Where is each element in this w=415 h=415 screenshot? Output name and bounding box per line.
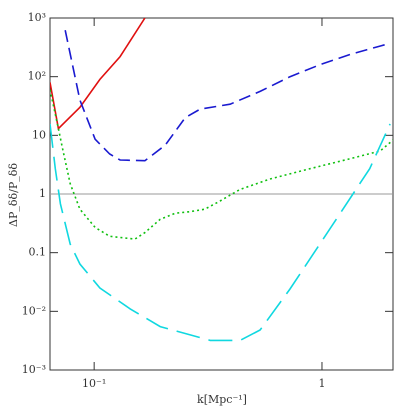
series-line xyxy=(64,30,391,162)
y-tick-label: 1 xyxy=(39,187,46,200)
series-line xyxy=(50,89,393,240)
y-tick-label: 10³ xyxy=(28,11,46,24)
y-tick-label: 10⁻² xyxy=(22,304,46,317)
x-axis-label: k[Mpc⁻¹] xyxy=(197,393,247,406)
y-tick-label: 0.1 xyxy=(29,246,47,259)
y-tick-label: 10⁻³ xyxy=(22,363,46,376)
y-tick-label: 10² xyxy=(28,70,46,83)
y-tick-label: 10 xyxy=(32,128,46,141)
series-line xyxy=(50,123,391,342)
x-tick-label: 10⁻¹ xyxy=(82,377,106,390)
y-axis-label: ΔP_δδ/P_δδ xyxy=(7,163,20,227)
series-line xyxy=(50,18,146,131)
x-tick-label: 1 xyxy=(318,377,325,390)
